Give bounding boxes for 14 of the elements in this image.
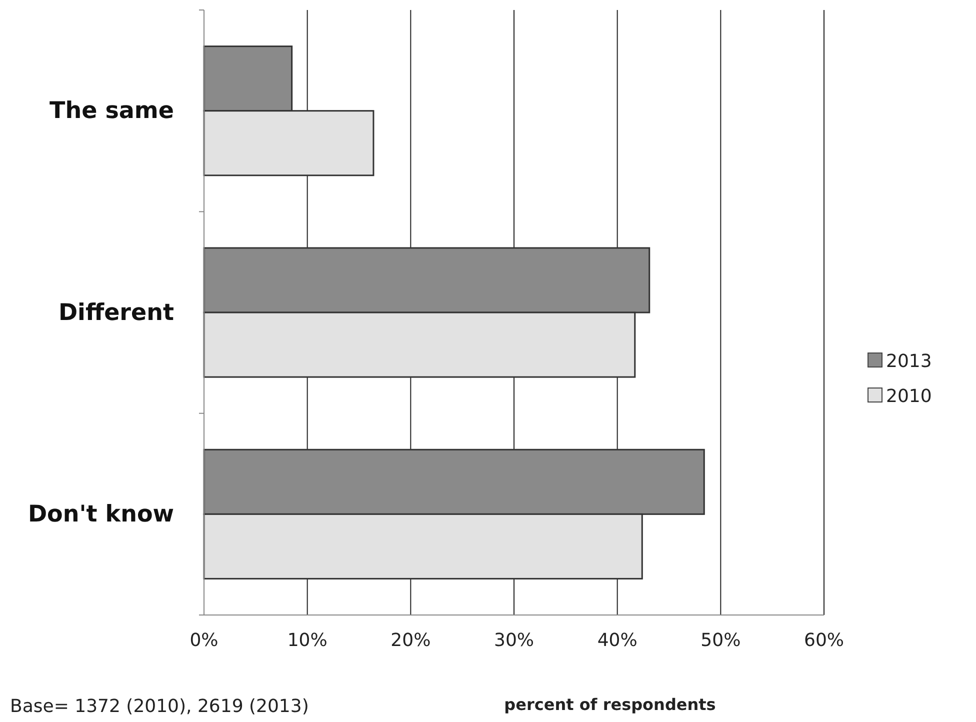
y-tick-label: The same <box>50 98 174 124</box>
legend-label: 2013 <box>886 351 932 372</box>
x-tick-label: 60% <box>804 630 844 651</box>
x-tick-label: 30% <box>494 630 534 651</box>
text: Base= 1372 (2010), 2619 (2013) <box>10 696 309 717</box>
x-tick-label: 40% <box>597 630 638 651</box>
x-tick-label: 50% <box>700 630 741 651</box>
x-tick-label: 10% <box>287 630 328 651</box>
x-tick-label: 0% <box>190 630 218 651</box>
legend-label: 2010 <box>886 386 932 407</box>
y-tick-label: Don't know <box>28 502 174 528</box>
y-tick-label: Different <box>58 300 174 326</box>
x-tick-label: 20% <box>390 630 431 651</box>
x-axis-title: percent of respondents <box>504 695 716 714</box>
